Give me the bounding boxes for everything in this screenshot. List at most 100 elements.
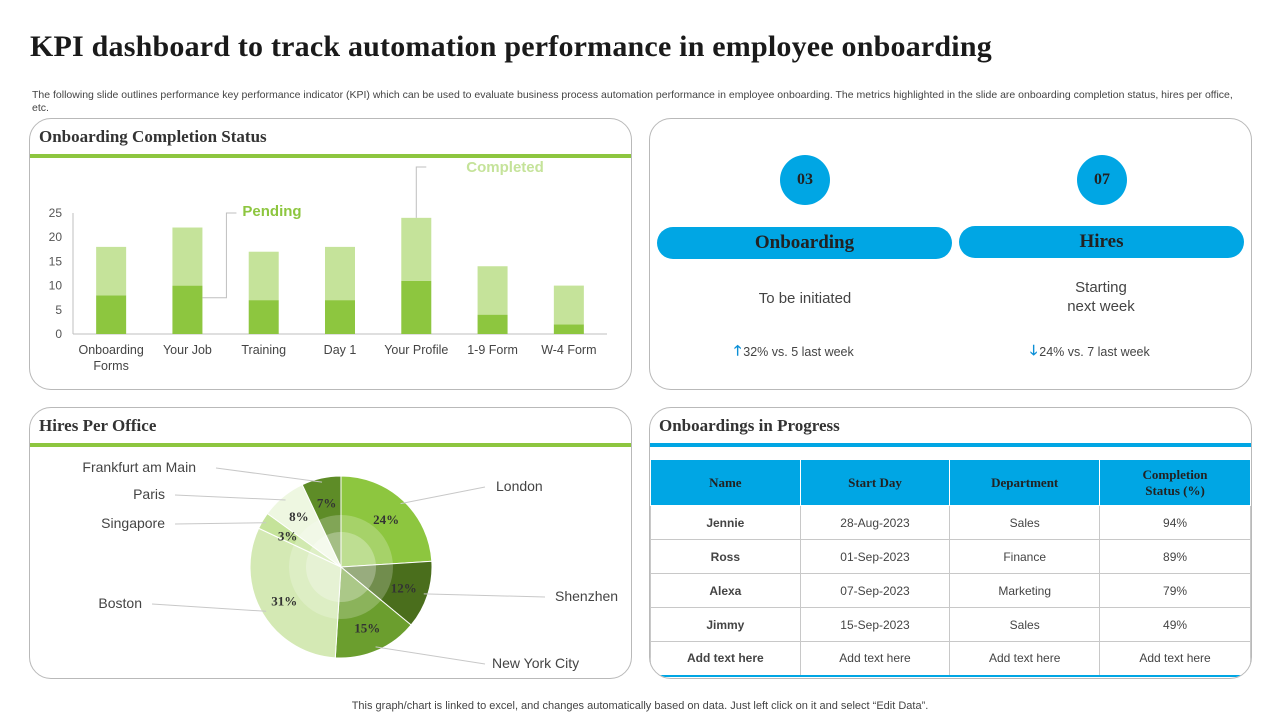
footer-note: This graph/chart is linked to excel, and… [351, 700, 929, 712]
bar-completed-2 [248, 251, 279, 301]
pie-highlight-core [306, 532, 376, 602]
table-row: Add text here Add text here Add text her… [650, 641, 1251, 677]
y-tick-label: 0 [55, 327, 62, 341]
pie-leader-line [400, 486, 486, 505]
onboarding-status-text: To be initiated [758, 290, 852, 307]
bar-pending-4 [401, 280, 432, 334]
bar-pending-5 [477, 314, 508, 334]
y-tick-label: 5 [55, 303, 62, 317]
y-tick-label: 10 [49, 279, 63, 293]
onboarding-trend: 🡑 32% vs. 5 last week [734, 340, 854, 364]
pie-leader-line [375, 646, 486, 665]
completion-panel-title: Onboarding Completion Status [39, 127, 267, 146]
table-row: Alexa 07-Sep-2023 Marketing 79% [650, 573, 1251, 608]
completion-panel-rule [30, 154, 631, 158]
cell-department: Marketing [949, 573, 1101, 608]
bar-pending-0 [96, 295, 127, 334]
pie-category-label: New York City [492, 655, 579, 671]
hires-per-office-panel: Hires Per Office 24% 12% 15% 31% 3% 8% 7% Londo… [29, 407, 632, 679]
x-tick-label: Training [241, 343, 286, 357]
cell-department: Add text here [949, 641, 1101, 677]
pie-slice-shenzhen [339, 560, 433, 626]
pie-value-label: 15% [354, 621, 380, 636]
x-tick-label: Your Job [163, 343, 212, 357]
cell-name: Alexa [650, 573, 801, 608]
pie-category-label: Shenzhen [555, 588, 618, 604]
page-subtitle: The following slide outlines performance… [32, 89, 1233, 114]
pie-leader-line [423, 593, 546, 598]
bar-completed-0 [96, 246, 127, 296]
hires-panel-title: Hires Per Office [39, 416, 157, 435]
cell-start-day: 07-Sep-2023 [799, 573, 951, 608]
cell-start-day: 28-Aug-2023 [799, 505, 951, 540]
cell-name: Jennie [650, 505, 801, 540]
pie-category-label: London [496, 478, 543, 494]
pie-value-label: 3% [278, 528, 298, 543]
pie-category-label: Paris [133, 486, 165, 502]
pie-leader-line [174, 522, 267, 525]
bar-completed-5 [477, 266, 508, 315]
pie-leader-line [174, 494, 286, 501]
hires-label-pill: Hires [959, 226, 1244, 258]
arrow-up-icon: 🡑 [734, 342, 742, 358]
cell-completion: Add text here [1099, 641, 1251, 677]
progress-panel-rule [650, 443, 1251, 447]
hires-pie-chart: 24% 12% 15% 31% 3% 8% 7% London Shenzhen New York… [82, 459, 618, 671]
x-tick-label: Your Profile [384, 343, 448, 357]
cell-start-day: Add text here [799, 641, 951, 677]
pie-leader-line [215, 467, 323, 483]
pending-callout-line [202, 212, 237, 299]
bar-completed-6 [553, 285, 584, 325]
completion-status-panel: Onboarding Completion Status 0 5 10 15 20 25 O… [29, 118, 632, 390]
pie-highlight-ring [289, 515, 393, 619]
x-tick-label: Forms [93, 359, 128, 373]
table-row: Jennie 28-Aug-2023 Sales 94% [650, 505, 1251, 540]
pie-value-label: 31% [271, 594, 297, 609]
onboarding-label-pill: Onboarding [657, 227, 952, 259]
column-header-name: Name [650, 459, 801, 506]
onboarding-count-badge: 03 [780, 155, 830, 205]
hires-trend-text: 24% vs. 7 last week [1039, 345, 1150, 359]
bar-completed-3 [325, 246, 355, 301]
bar-completed-1 [172, 227, 203, 286]
cell-department: Finance [949, 539, 1101, 574]
cell-start-day: 15-Sep-2023 [799, 607, 951, 642]
progress-table: Name Start Day Department Completion Sta… [650, 459, 1251, 677]
series-label-completed: Completed [466, 159, 544, 176]
cell-name: Jimmy [650, 607, 801, 642]
x-tick-label: 1-9 Form [467, 343, 518, 357]
series-label-pending: Pending [242, 203, 301, 220]
y-tick-label: 20 [49, 230, 63, 244]
pie-value-label: 12% [391, 580, 417, 595]
column-header-start-day: Start Day [799, 459, 951, 506]
column-header-department: Department [949, 459, 1101, 506]
bar-pending-3 [325, 300, 355, 334]
progress-panel-title: Onboardings in Progress [659, 416, 840, 435]
bar-completed-4 [401, 217, 432, 281]
cell-department: Sales [949, 607, 1101, 642]
hires-status-line2: next week [1067, 298, 1135, 315]
pie-value-label: 24% [373, 512, 399, 527]
x-tick-label: Day 1 [324, 343, 357, 357]
bar-pending-6 [553, 324, 584, 334]
pie-category-label: Singapore [101, 515, 165, 531]
cell-department: Sales [949, 505, 1101, 540]
pie-value-label: 8% [289, 509, 309, 524]
cell-completion: 49% [1099, 607, 1251, 642]
page-title: KPI dashboard to track automation perfor… [30, 30, 992, 63]
table-row: Ross 01-Sep-2023 Finance 89% [650, 539, 1251, 574]
y-tick-label: 25 [49, 206, 63, 220]
hires-status-line1: Starting [1075, 279, 1127, 296]
bar-pending-1 [172, 285, 203, 334]
pie-category-label: Boston [98, 595, 142, 611]
hires-panel-rule [30, 443, 631, 447]
cell-completion: 94% [1099, 505, 1251, 540]
pie-leader-line [151, 603, 267, 612]
hires-trend: 🡓 24% vs. 7 last week [1030, 340, 1150, 364]
pie-value-label: 7% [317, 496, 337, 511]
cell-start-day: 01-Sep-2023 [799, 539, 951, 574]
cell-completion: 89% [1099, 539, 1251, 574]
x-tick-label: W-4 Form [541, 343, 596, 357]
pie-slice-new-york-city [334, 565, 412, 659]
completion-bar-chart: 0 5 10 15 20 25 Onboarding Forms Your Job Trainin… [49, 159, 607, 373]
